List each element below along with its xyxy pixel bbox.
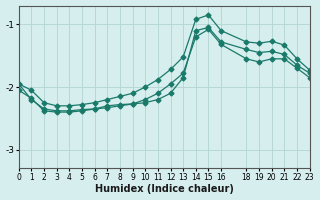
X-axis label: Humidex (Indice chaleur): Humidex (Indice chaleur) <box>95 184 234 194</box>
